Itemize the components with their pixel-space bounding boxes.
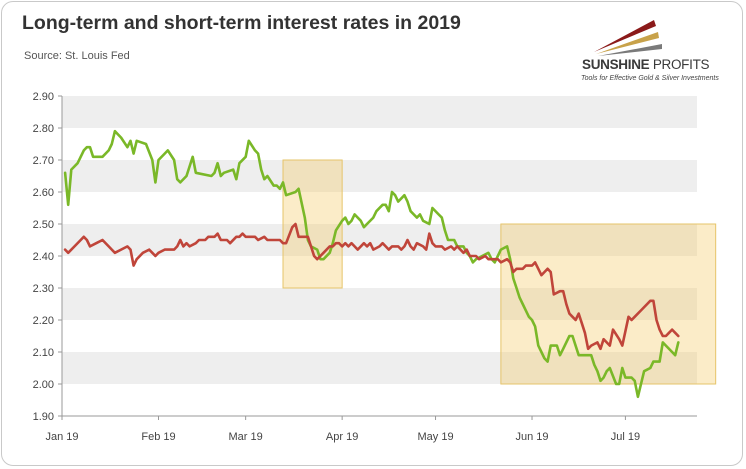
x-tick-labels: Jan 19 Feb 19 Mar 19 Apr 19 May 19 Jun 19 Jul … xyxy=(45,431,640,443)
y-tick-label: 1.90 xyxy=(33,411,54,423)
grid-band xyxy=(62,288,697,320)
chart-series xyxy=(63,129,680,399)
y-tick-label: 2.60 xyxy=(33,187,54,199)
logo-name-light: PROFITS xyxy=(652,57,710,72)
grid-band xyxy=(62,160,697,192)
sunshine-profits-logo: SUNSHINE PROFITS Tools for Effective Gol… xyxy=(576,16,736,86)
highlight-regions xyxy=(282,159,717,385)
sun-rays-icon xyxy=(594,20,662,56)
y-tick-label: 2.20 xyxy=(33,315,54,327)
y-tick-labels: 2.90 2.80 2.70 2.60 2.50 2.40 2.30 2.20 2.10 2.00… xyxy=(33,91,54,423)
chart-axes xyxy=(58,95,697,420)
highlight-region xyxy=(282,159,343,289)
x-tick-label: May 19 xyxy=(417,431,453,443)
chart-title: Long-term and short-term interest rates … xyxy=(22,12,461,34)
series-line-green xyxy=(63,129,680,399)
y-tick-label: 2.70 xyxy=(33,155,54,167)
x-tick-label: Mar 19 xyxy=(229,431,263,443)
x-tick-label: Jan 19 xyxy=(45,431,78,443)
highlight-region xyxy=(500,223,717,385)
x-tick-label: Jun 19 xyxy=(516,431,549,443)
logo-tagline: Tools for Effective Gold & Silver Invest… xyxy=(581,75,719,82)
x-tick-label: Feb 19 xyxy=(141,431,175,443)
y-tick-label: 2.90 xyxy=(33,91,54,103)
x-tick-label: Jul 19 xyxy=(611,431,640,443)
y-tick-label: 2.00 xyxy=(33,379,54,391)
chart-source: Source: St. Louis Fed xyxy=(24,50,130,62)
grid-band xyxy=(62,96,697,128)
series-line-red xyxy=(63,222,680,351)
y-tick-label: 2.40 xyxy=(33,251,54,263)
y-tick-label: 2.50 xyxy=(33,219,54,231)
y-tick-label: 2.10 xyxy=(33,347,54,359)
logo-name: SUNSHINE PROFITS xyxy=(582,57,710,72)
logo-name-bold: SUNSHINE xyxy=(582,57,650,72)
x-tick-label: Apr 19 xyxy=(326,431,358,443)
y-tick-label: 2.80 xyxy=(33,123,54,135)
y-tick-label: 2.30 xyxy=(33,283,54,295)
